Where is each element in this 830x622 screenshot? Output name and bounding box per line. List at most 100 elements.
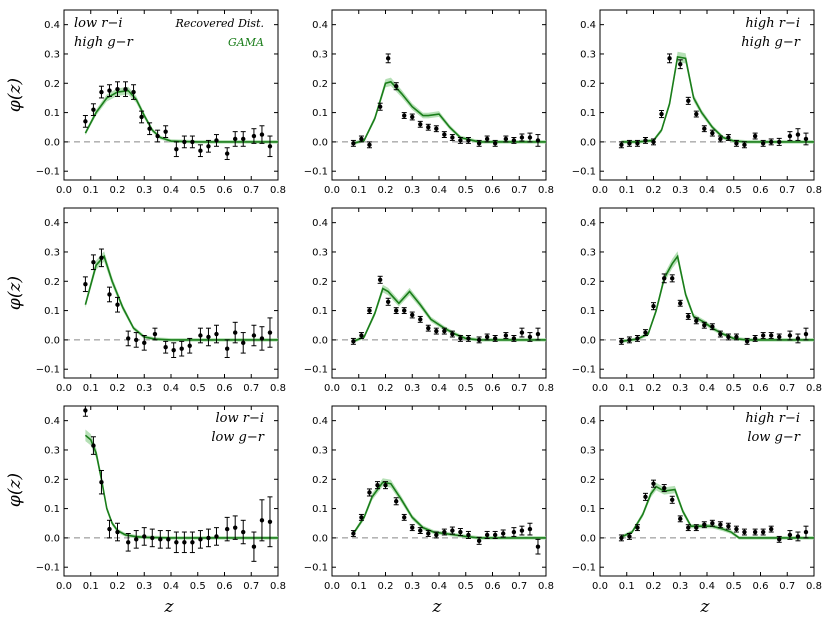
x-tick-label: 0.4 bbox=[163, 581, 179, 592]
recovered-data-point bbox=[710, 324, 715, 329]
recovered-data-point bbox=[134, 537, 139, 542]
y-tick-label: −0.1 bbox=[304, 167, 328, 178]
recovered-data-point bbox=[351, 141, 356, 146]
recovered-data-point bbox=[224, 346, 230, 351]
recovered-data-point bbox=[442, 132, 447, 137]
recovered-data-point bbox=[651, 303, 656, 309]
recovered-data-point bbox=[803, 529, 809, 535]
recovered-data-point bbox=[190, 139, 195, 145]
recovered-data-point bbox=[359, 333, 364, 338]
recovered-data-point bbox=[619, 142, 624, 148]
x-tick-label: 0.4 bbox=[163, 185, 179, 196]
y-axis-label-row2: φ(z) bbox=[5, 276, 25, 310]
recovered-data-point bbox=[742, 529, 747, 535]
recovered-data-point bbox=[686, 525, 691, 530]
recovered-data-point bbox=[760, 333, 766, 338]
recovered-data-point bbox=[233, 330, 238, 335]
y-tick-label: 0.1 bbox=[312, 306, 328, 317]
recovered-data-point bbox=[131, 89, 136, 95]
gama-series-line bbox=[352, 481, 546, 539]
recovered-data-point bbox=[458, 336, 463, 341]
recovered-data-point bbox=[777, 334, 782, 340]
recovered-data-point bbox=[535, 544, 541, 549]
gama-uncertainty-band bbox=[621, 51, 814, 144]
recovered-data-point bbox=[241, 340, 246, 346]
recovered-data-point bbox=[527, 135, 533, 140]
recovered-data-point bbox=[126, 540, 131, 545]
recovered-data-point bbox=[527, 334, 533, 340]
y-tick-label: 0.2 bbox=[44, 79, 60, 90]
recovered-data-point bbox=[206, 144, 211, 149]
recovered-data-point bbox=[694, 111, 699, 117]
recovered-data-point bbox=[402, 515, 407, 520]
x-tick-label: 0.3 bbox=[136, 383, 152, 394]
x-tick-label: 0.1 bbox=[619, 581, 635, 592]
y-tick-label: 0.1 bbox=[44, 108, 60, 119]
plot-frame bbox=[331, 9, 547, 181]
x-tick-label: 0.6 bbox=[217, 383, 233, 394]
x-tick-label: 0.0 bbox=[56, 185, 72, 196]
y-tick-label: 0.3 bbox=[312, 49, 328, 60]
recovered-data-point bbox=[123, 86, 128, 92]
x-tick-label: 0.5 bbox=[190, 383, 206, 394]
x-tick-label: 0.8 bbox=[270, 185, 286, 196]
x-tick-label: 0.6 bbox=[753, 185, 769, 196]
recovered-data-point bbox=[158, 537, 163, 542]
recovered-data-point bbox=[466, 138, 471, 143]
recovered-data-point bbox=[163, 129, 168, 134]
recovered-data-point bbox=[619, 339, 624, 344]
y-tick-label: −0.1 bbox=[36, 365, 60, 376]
y-tick-label: 0.4 bbox=[44, 218, 60, 229]
recovered-data-point bbox=[678, 516, 683, 522]
x-tick-label: 0.4 bbox=[431, 581, 447, 592]
x-tick-label: 0.1 bbox=[619, 383, 635, 394]
recovered-data-point bbox=[182, 540, 187, 545]
recovered-data-point bbox=[267, 330, 273, 335]
recovered-data-point bbox=[619, 535, 624, 541]
x-tick-label: 0.7 bbox=[511, 185, 527, 196]
x-tick-label: 0.3 bbox=[136, 185, 152, 196]
recovered-data-point bbox=[718, 522, 723, 527]
plot-frame bbox=[63, 207, 279, 379]
x-tick-label: 0.5 bbox=[726, 185, 742, 196]
chart-panel-row3-col2: 0.0 0.1 0.2 0.3 0.4 0.5 0.6 0.7 0.8 0.0 0.1 0.2 0.3 0… bbox=[304, 405, 554, 592]
x-tick-label: 0.7 bbox=[243, 185, 259, 196]
recovered-data-point bbox=[410, 114, 415, 120]
y-tick-label: 0.2 bbox=[312, 79, 328, 90]
recovered-data-point bbox=[752, 336, 758, 341]
recovered-data-point bbox=[351, 339, 356, 344]
gama-series-line bbox=[621, 485, 814, 539]
recovered-data-point bbox=[795, 336, 801, 341]
recovered-data-point bbox=[174, 540, 179, 545]
y-tick-label: −0.1 bbox=[36, 167, 60, 178]
recovered-data-point bbox=[476, 538, 482, 544]
recovered-data-point bbox=[99, 255, 104, 261]
y-axis-label-row3: φ(z) bbox=[5, 473, 25, 507]
recovered-data-point bbox=[377, 277, 383, 283]
x-tick-label: 0.6 bbox=[485, 383, 501, 394]
x-tick-label: 0.6 bbox=[485, 581, 501, 592]
recovered-data-point bbox=[670, 497, 675, 502]
recovered-data-point bbox=[267, 519, 273, 524]
recovered-data-point bbox=[224, 526, 230, 532]
recovered-data-point bbox=[760, 141, 766, 146]
recovered-data-point bbox=[410, 525, 415, 530]
recovered-data-point bbox=[503, 333, 509, 338]
recovered-data-point bbox=[484, 334, 490, 340]
recovered-data-point bbox=[410, 312, 415, 318]
recovered-data-point bbox=[206, 334, 211, 340]
recovered-data-point bbox=[190, 540, 195, 545]
recovered-data-point bbox=[678, 62, 683, 67]
recovered-data-point bbox=[359, 136, 364, 142]
recovered-data-point bbox=[251, 133, 257, 139]
recovered-data-point bbox=[198, 333, 203, 338]
recovered-data-point bbox=[174, 147, 179, 152]
x-tick-label: 0.1 bbox=[83, 581, 99, 592]
plot-frame bbox=[599, 207, 815, 379]
recovered-data-point bbox=[367, 490, 372, 495]
recovered-data-point bbox=[492, 336, 498, 341]
plot-frame bbox=[331, 207, 547, 379]
y-tick-label: 0.0 bbox=[580, 335, 596, 346]
x-tick-label: 0.5 bbox=[458, 383, 474, 394]
y-tick-label: 0.1 bbox=[580, 504, 596, 515]
